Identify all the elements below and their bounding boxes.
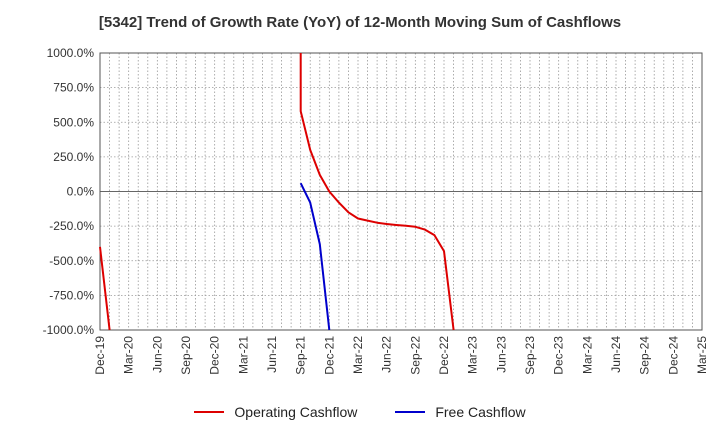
- x-tick-label: Dec-23: [552, 336, 566, 375]
- x-tick-label: Mar-20: [122, 336, 136, 374]
- y-tick-label: -750.0%: [49, 288, 94, 302]
- y-tick-label: -250.0%: [49, 219, 94, 233]
- x-tick-label: Jun-23: [494, 336, 508, 373]
- y-tick-label: -1000.0%: [43, 323, 95, 337]
- x-tick-label: Jun-22: [380, 336, 394, 373]
- y-tick-label: -500.0%: [49, 254, 94, 268]
- y-tick-label: 0.0%: [67, 185, 95, 199]
- x-tick-label: Mar-22: [351, 336, 365, 374]
- legend-swatch-operating: [194, 411, 225, 413]
- x-tick-label: Sep-24: [638, 336, 652, 375]
- y-tick-label: 250.0%: [53, 150, 94, 164]
- legend-label-free: Free Cashflow: [435, 404, 526, 420]
- x-tick-label: Jun-21: [265, 336, 279, 373]
- y-tick-label: 500.0%: [53, 115, 94, 129]
- series-line-operating-cashflow: [299, 53, 455, 331]
- x-tick-label: Jun-24: [609, 336, 623, 373]
- x-tick-label: Dec-22: [437, 336, 451, 375]
- x-tick-label: Dec-20: [208, 336, 222, 375]
- plot-frame: [99, 52, 703, 331]
- x-tick-label: Mar-23: [466, 336, 480, 374]
- x-tick-label: Sep-23: [523, 336, 537, 375]
- y-tick-label: 750.0%: [53, 81, 94, 95]
- chart-title: [5342] Trend of Growth Rate (YoY) of 12-…: [98, 14, 622, 31]
- x-tick-label: Mar-25: [695, 336, 709, 374]
- chart-legend: Operating Cashflow Free Cashflow: [0, 404, 720, 420]
- y-tick-label: 1000.0%: [47, 46, 95, 60]
- legend-label-operating: Operating Cashflow: [234, 404, 358, 420]
- series-line-operating-cashflow: [99, 246, 111, 331]
- x-tick-label: Dec-21: [322, 336, 336, 375]
- x-tick-label: Sep-20: [179, 336, 193, 375]
- legend-swatch-free: [395, 411, 426, 413]
- x-tick-label: Mar-21: [236, 336, 250, 374]
- series-line-free-cashflow: [299, 182, 331, 331]
- x-tick-label: Dec-19: [93, 336, 107, 375]
- x-tick-label: Dec-24: [666, 336, 680, 375]
- x-tick-label: Sep-21: [294, 336, 308, 375]
- x-tick-label: Jun-20: [150, 336, 164, 373]
- x-tick-label: Mar-24: [580, 336, 594, 374]
- x-tick-label: Sep-22: [408, 336, 422, 375]
- legend-item-free: Free Cashflow: [395, 404, 526, 420]
- legend-item-operating: Operating Cashflow: [194, 404, 357, 420]
